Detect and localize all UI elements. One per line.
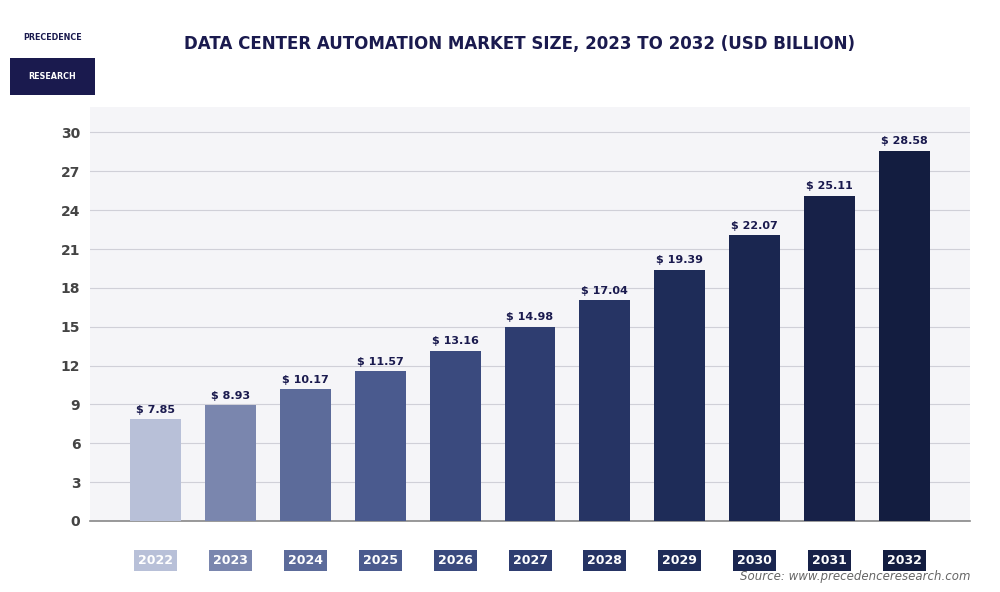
Text: 2031: 2031	[812, 554, 847, 567]
Text: $ 10.17: $ 10.17	[282, 375, 329, 385]
Text: RESEARCH: RESEARCH	[29, 72, 76, 81]
Bar	[505, 327, 555, 521]
Text: 2023: 2023	[213, 554, 248, 567]
Bar	[729, 235, 780, 521]
Text: $ 11.57: $ 11.57	[357, 356, 404, 366]
Bar	[205, 406, 256, 521]
Text: $ 19.39: $ 19.39	[656, 255, 703, 265]
Text: 2026: 2026	[438, 554, 473, 567]
Text: $ 22.07: $ 22.07	[731, 221, 778, 231]
Text: $ 13.16: $ 13.16	[432, 336, 479, 346]
Bar	[804, 196, 855, 521]
Bar	[130, 419, 181, 521]
Bar	[355, 371, 406, 521]
Bar	[879, 151, 930, 521]
Text: 2029: 2029	[662, 554, 697, 567]
FancyBboxPatch shape	[10, 18, 95, 58]
FancyBboxPatch shape	[10, 58, 95, 95]
Bar	[654, 270, 705, 521]
Text: 2025: 2025	[363, 554, 398, 567]
Text: 2024: 2024	[288, 554, 323, 567]
Text: 2022: 2022	[138, 554, 173, 567]
Text: $ 28.58: $ 28.58	[881, 136, 928, 146]
Bar	[579, 300, 630, 521]
Text: $ 25.11: $ 25.11	[806, 181, 853, 191]
Text: 2028: 2028	[587, 554, 622, 567]
Text: PRECEDENCE: PRECEDENCE	[23, 33, 82, 42]
Text: DATA CENTER AUTOMATION MARKET SIZE, 2023 TO 2032 (USD BILLION): DATA CENTER AUTOMATION MARKET SIZE, 2023…	[184, 36, 856, 53]
Bar	[430, 350, 481, 521]
Text: 2032: 2032	[887, 554, 922, 567]
Text: $ 14.98: $ 14.98	[506, 313, 554, 323]
Text: $ 8.93: $ 8.93	[211, 391, 250, 401]
Text: $ 7.85: $ 7.85	[136, 405, 175, 415]
Text: $ 17.04: $ 17.04	[581, 286, 628, 296]
Text: Source: www.precedenceresearch.com: Source: www.precedenceresearch.com	[740, 570, 970, 583]
Text: 2027: 2027	[512, 554, 548, 567]
Bar	[280, 390, 331, 521]
Text: 2030: 2030	[737, 554, 772, 567]
